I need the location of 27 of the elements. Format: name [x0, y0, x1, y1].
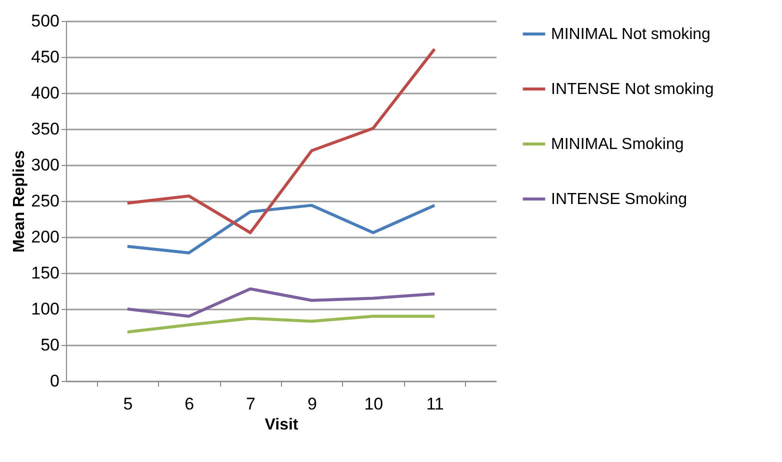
y-tick-label: 200	[31, 228, 60, 246]
y-tick-label: 250	[31, 192, 60, 210]
y-axis-title: Mean Replies	[11, 150, 28, 253]
line-series	[126, 204, 436, 254]
y-tick-label: 450	[31, 48, 60, 66]
y-tick-label: 100	[31, 300, 60, 318]
y-tick-label: 0	[50, 372, 60, 390]
legend-label: MINIMAL Not smoking	[551, 26, 710, 43]
y-tick-label: 500	[31, 12, 60, 30]
x-tick-label: 7	[246, 394, 256, 414]
x-tick-label: 6	[184, 394, 194, 414]
line-series	[126, 48, 436, 234]
x-tick-label: 11	[426, 394, 444, 414]
legend-label: INTENSE Not smoking	[551, 81, 714, 98]
legend-label: INTENSE Smoking	[551, 191, 688, 208]
line-series	[126, 314, 436, 334]
x-axis-title: Visit	[264, 416, 299, 434]
x-tick-label: 9	[307, 394, 317, 414]
x-tick-label: 5	[123, 394, 133, 414]
y-tick-label: 50	[40, 336, 60, 354]
y-tick-label: 150	[31, 264, 60, 282]
line-series	[126, 287, 436, 318]
y-tick-label: 350	[31, 120, 60, 138]
legend-label: MINIMAL Smoking	[551, 136, 684, 153]
y-tick-label: 300	[31, 156, 60, 174]
y-tick-label: 400	[31, 84, 60, 102]
x-tick-label: 10	[364, 394, 384, 414]
